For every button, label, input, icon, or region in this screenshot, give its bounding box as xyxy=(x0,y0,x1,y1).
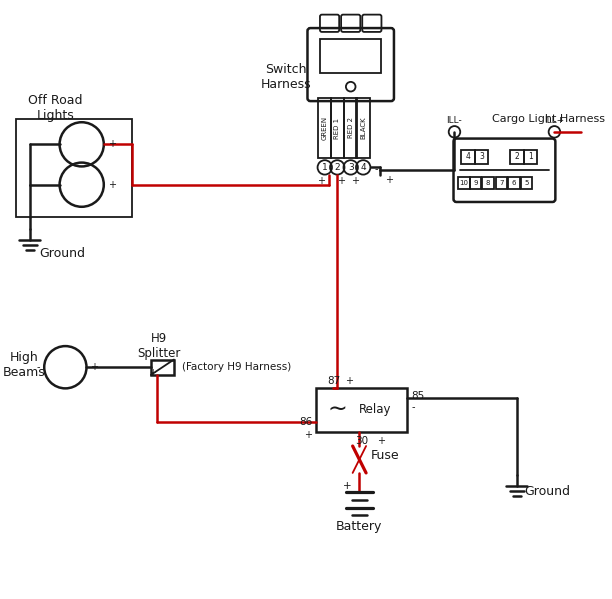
Bar xyxy=(470,177,482,189)
Text: Cargo Light Harness: Cargo Light Harness xyxy=(492,114,605,125)
Text: 3: 3 xyxy=(348,163,354,172)
Text: 3: 3 xyxy=(479,152,484,161)
Text: Off Road
Lights: Off Road Lights xyxy=(29,94,83,122)
Text: Switch
Harness: Switch Harness xyxy=(261,63,312,91)
Bar xyxy=(330,98,344,158)
Text: 87: 87 xyxy=(327,376,340,386)
Text: 1: 1 xyxy=(528,152,533,161)
Text: +: + xyxy=(108,180,116,190)
Text: -: - xyxy=(52,180,56,190)
Text: Fuse: Fuse xyxy=(371,449,400,462)
Text: ILL-: ILL- xyxy=(447,116,462,125)
Text: GREEN: GREEN xyxy=(322,116,328,140)
Text: +: + xyxy=(91,362,99,372)
Text: -: - xyxy=(411,403,415,413)
Text: Ground: Ground xyxy=(39,247,86,261)
Text: -: - xyxy=(52,140,56,149)
Text: +: + xyxy=(345,376,353,386)
Text: ∼: ∼ xyxy=(327,398,347,422)
Bar xyxy=(475,150,488,164)
Text: Relay: Relay xyxy=(359,403,391,416)
Text: +: + xyxy=(304,431,312,440)
Text: -: - xyxy=(375,164,378,174)
Text: 10: 10 xyxy=(460,180,469,186)
Bar xyxy=(496,177,507,189)
Bar xyxy=(524,150,537,164)
Text: 7: 7 xyxy=(499,180,504,186)
Text: -: - xyxy=(37,362,40,372)
Bar xyxy=(344,98,357,158)
Text: +: + xyxy=(386,175,394,185)
Text: Ground: Ground xyxy=(524,485,570,498)
Text: 2: 2 xyxy=(515,152,520,161)
Text: High
Beams: High Beams xyxy=(2,352,45,379)
Text: Battery: Battery xyxy=(336,520,382,533)
Text: (Factory H9 Harness): (Factory H9 Harness) xyxy=(182,362,291,372)
Text: 2: 2 xyxy=(334,163,340,172)
Bar xyxy=(521,177,532,189)
Text: RED 2: RED 2 xyxy=(348,117,354,138)
Text: RED 1: RED 1 xyxy=(334,117,340,138)
Bar xyxy=(17,119,132,217)
Text: +: + xyxy=(108,140,116,149)
Text: 8: 8 xyxy=(486,180,490,186)
Bar xyxy=(318,98,332,158)
Text: 4: 4 xyxy=(360,163,366,172)
Text: 86: 86 xyxy=(299,417,312,427)
Text: +: + xyxy=(351,176,359,186)
Text: 1: 1 xyxy=(322,163,327,172)
Bar xyxy=(482,177,494,189)
Text: +: + xyxy=(317,176,325,186)
Text: 30: 30 xyxy=(355,436,368,446)
Text: +: + xyxy=(343,482,352,491)
Bar xyxy=(458,177,470,189)
Text: 9: 9 xyxy=(473,180,478,186)
Bar xyxy=(316,388,408,432)
Text: 5: 5 xyxy=(524,180,529,186)
Bar xyxy=(151,359,174,375)
Text: BLACK: BLACK xyxy=(360,117,366,140)
Text: 6: 6 xyxy=(512,180,517,186)
Text: +: + xyxy=(337,176,345,186)
Text: 85: 85 xyxy=(411,391,425,401)
Text: 4: 4 xyxy=(466,152,471,161)
Bar xyxy=(356,98,370,158)
Text: +: + xyxy=(376,436,385,446)
Text: H9
Splitter: H9 Splitter xyxy=(137,332,181,360)
Bar xyxy=(320,39,381,73)
Bar xyxy=(510,150,524,164)
Bar xyxy=(509,177,520,189)
Text: ILL+: ILL+ xyxy=(544,116,564,125)
Text: +: + xyxy=(149,368,156,377)
Bar xyxy=(461,150,475,164)
